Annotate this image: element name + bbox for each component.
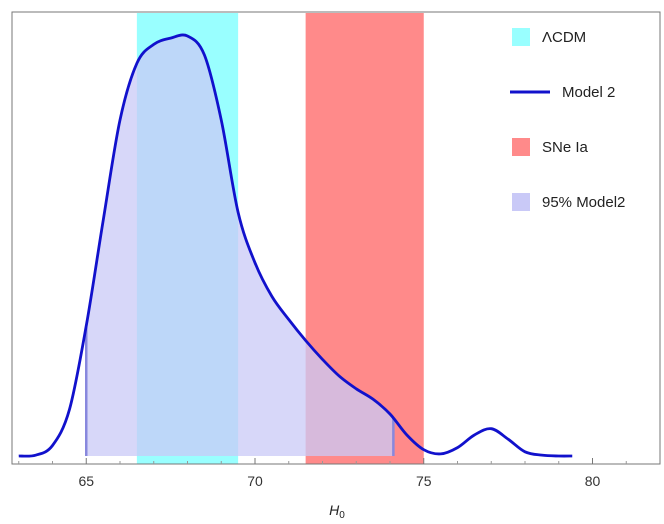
legend: ΛCDM Model 2 SNe Ia 95% Model2 bbox=[510, 28, 625, 211]
legend-label: 95% Model2 bbox=[542, 194, 625, 211]
legend-item-lcdm: ΛCDM bbox=[512, 28, 586, 46]
interval-layer bbox=[85, 34, 395, 456]
legend-swatch bbox=[512, 193, 530, 211]
plot-frame bbox=[11, 11, 661, 465]
legend-item-model-2: Model 2 bbox=[510, 84, 615, 101]
legend-item-sne-ia: SNe Ia bbox=[512, 138, 589, 156]
x-tick-label: 80 bbox=[585, 473, 601, 489]
legend-swatch bbox=[512, 138, 530, 156]
curve-layer bbox=[18, 33, 573, 458]
legend-item-95-model2: 95% Model2 bbox=[512, 193, 625, 211]
x-axis-label: H0 bbox=[329, 502, 345, 521]
x-tick-label: 70 bbox=[247, 473, 263, 489]
interval-fill bbox=[86, 34, 394, 456]
series-line-model-2 bbox=[18, 33, 573, 458]
legend-label: Model 2 bbox=[562, 84, 615, 101]
legend-label: ΛCDM bbox=[542, 29, 586, 46]
legend-swatch bbox=[512, 28, 530, 46]
x-tick-label: 75 bbox=[416, 473, 432, 489]
legend-label: SNe Ia bbox=[542, 139, 589, 156]
x-tick-label: 65 bbox=[78, 473, 94, 489]
x-axis-ticks: 65 70 75 80 bbox=[18, 458, 627, 489]
